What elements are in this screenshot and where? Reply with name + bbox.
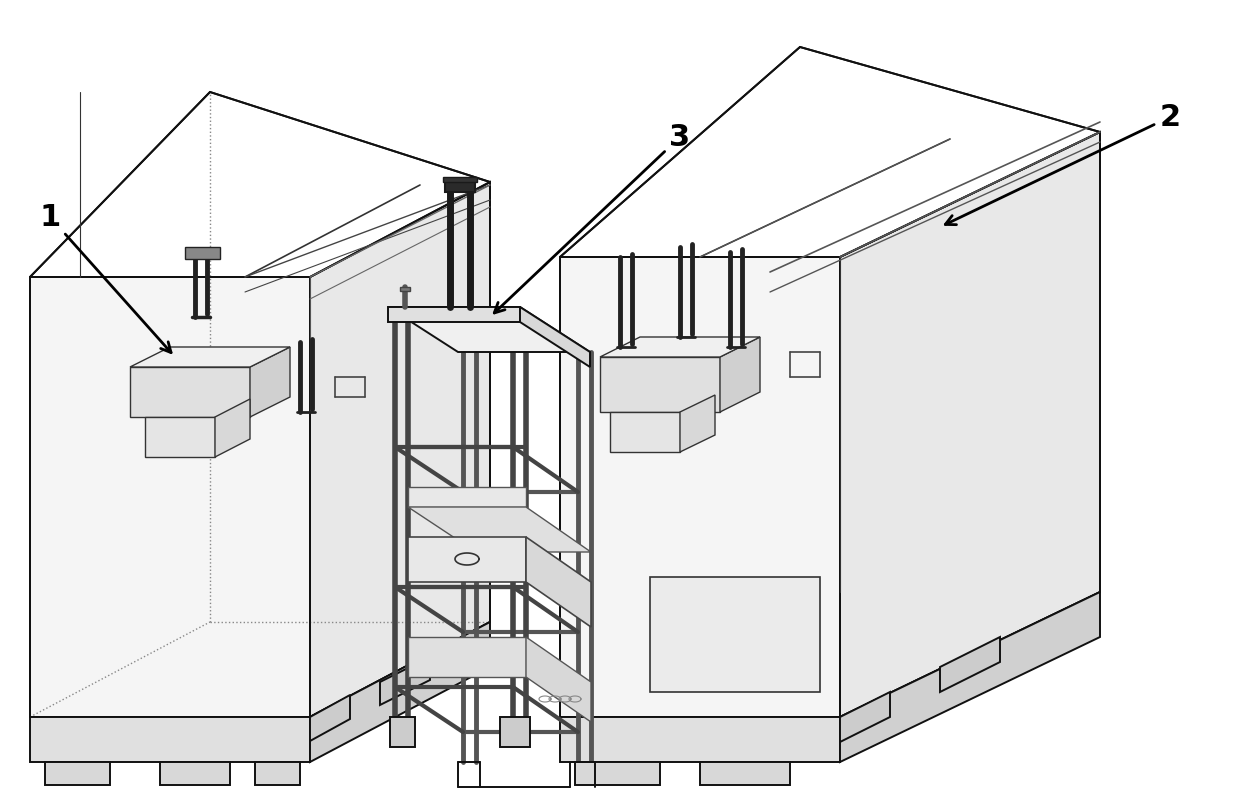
Polygon shape bbox=[408, 537, 527, 582]
Polygon shape bbox=[130, 347, 290, 367]
Polygon shape bbox=[400, 287, 410, 291]
Polygon shape bbox=[130, 367, 250, 417]
Polygon shape bbox=[840, 592, 1100, 762]
Polygon shape bbox=[527, 537, 591, 627]
Polygon shape bbox=[30, 92, 489, 277]
Polygon shape bbox=[501, 717, 530, 747]
Polygon shape bbox=[840, 692, 890, 742]
Polygon shape bbox=[380, 657, 430, 705]
Polygon shape bbox=[310, 182, 489, 717]
Polygon shape bbox=[408, 637, 527, 677]
Polygon shape bbox=[390, 717, 415, 747]
Polygon shape bbox=[560, 257, 840, 717]
Polygon shape bbox=[408, 507, 591, 552]
Polygon shape bbox=[940, 637, 1000, 692]
Polygon shape bbox=[445, 182, 475, 192]
Polygon shape bbox=[840, 132, 1100, 717]
Polygon shape bbox=[388, 307, 590, 352]
Polygon shape bbox=[45, 762, 110, 785]
Polygon shape bbox=[145, 417, 216, 457]
Polygon shape bbox=[720, 337, 760, 412]
Polygon shape bbox=[610, 412, 680, 452]
Polygon shape bbox=[560, 717, 840, 762]
Polygon shape bbox=[408, 487, 527, 507]
Text: 3: 3 bbox=[494, 123, 690, 313]
Polygon shape bbox=[160, 762, 230, 785]
Polygon shape bbox=[600, 357, 720, 412]
Polygon shape bbox=[250, 347, 290, 417]
Polygon shape bbox=[30, 277, 310, 717]
Polygon shape bbox=[700, 762, 790, 785]
Polygon shape bbox=[255, 762, 300, 785]
Polygon shape bbox=[527, 637, 591, 722]
Polygon shape bbox=[600, 337, 760, 357]
Polygon shape bbox=[520, 307, 590, 367]
Polygon shape bbox=[680, 395, 715, 452]
Polygon shape bbox=[444, 177, 477, 182]
Text: 2: 2 bbox=[945, 102, 1181, 224]
Polygon shape bbox=[310, 622, 489, 762]
Polygon shape bbox=[650, 577, 820, 692]
Text: 1: 1 bbox=[40, 203, 171, 353]
Polygon shape bbox=[575, 762, 660, 785]
Polygon shape bbox=[185, 247, 221, 259]
Polygon shape bbox=[388, 307, 520, 322]
Polygon shape bbox=[560, 47, 1100, 257]
Polygon shape bbox=[30, 717, 310, 762]
Polygon shape bbox=[216, 399, 250, 457]
Polygon shape bbox=[310, 695, 349, 741]
